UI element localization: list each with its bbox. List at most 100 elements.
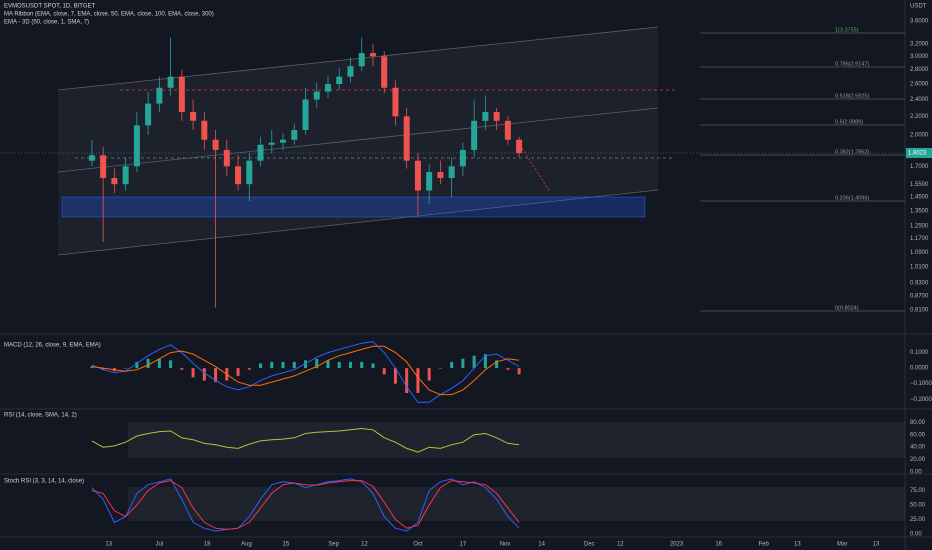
pane-title: Stoch RSI (3, 3, 14, 14, close) <box>4 479 84 485</box>
x-tick-label: 12 <box>617 542 624 548</box>
y-tick-label: 3.2000 <box>910 41 929 47</box>
y-tick-label: 1.2500 <box>910 223 929 229</box>
y-tick-label: 0.9300 <box>910 281 929 287</box>
channel-line <box>57 107 659 173</box>
macd-histogram <box>337 361 341 369</box>
candle-body <box>291 130 298 140</box>
macd-histogram <box>315 358 319 369</box>
y-tick-label: 1.3500 <box>910 209 929 215</box>
candle-body <box>302 99 309 131</box>
macd-histogram <box>517 368 521 375</box>
y-tick-label: 2.0000 <box>910 132 929 138</box>
macd-histogram <box>180 368 184 370</box>
indicator-label: MA Ribbon (EMA, close, 7, EMA, close, 50… <box>4 12 214 18</box>
x-tick-label: Sep <box>328 542 339 548</box>
channel-line <box>57 26 659 91</box>
candle-body <box>336 76 343 85</box>
y-tick-label: 0.00 <box>910 532 922 538</box>
candle-body <box>235 166 242 185</box>
y-tick-label: −0.2000 <box>910 397 932 403</box>
stoch-band <box>128 487 905 521</box>
y-tick-label: 2.8000 <box>910 67 929 73</box>
candle-body <box>156 87 163 104</box>
macd-histogram <box>506 368 510 370</box>
macd-histogram <box>292 361 296 369</box>
macd-histogram <box>483 354 487 369</box>
x-tick-label: Nov <box>500 542 511 548</box>
indicator-line <box>91 341 520 403</box>
x-tick-label: Jul <box>156 542 164 548</box>
x-tick-label: Oct <box>413 542 423 548</box>
candle-body <box>257 144 264 161</box>
macd-histogram <box>124 368 128 369</box>
candle-body <box>426 172 433 191</box>
currency-label: USDT <box>910 4 927 10</box>
last-price: 1.8023 <box>908 151 927 157</box>
macd-histogram <box>450 361 454 369</box>
y-tick-label: 1.0100 <box>910 265 929 271</box>
y-tick-label: 1.0900 <box>910 250 929 256</box>
support-zone <box>61 196 646 218</box>
candle-body <box>493 112 500 121</box>
macd-histogram <box>304 360 308 369</box>
y-tick-label: 3.6000 <box>910 19 929 25</box>
fib-label: 0.5(2.0889) <box>835 119 863 125</box>
candle-body <box>145 103 152 126</box>
y-tick-label: 40.00 <box>910 445 926 451</box>
x-tick-label: 17 <box>460 542 467 548</box>
y-tick-label: 0.8100 <box>910 307 929 313</box>
candle-body <box>133 125 140 167</box>
y-tick-label: 2.4000 <box>910 97 929 103</box>
y-tick-label: 0.00 <box>910 470 922 476</box>
x-tick-label: Dec <box>584 542 595 548</box>
x-tick-label: Mar <box>837 542 847 548</box>
candle-body <box>100 155 107 179</box>
y-tick-label: 75.00 <box>910 488 926 494</box>
x-tick-label: Aug <box>241 542 252 548</box>
y-tick-label: 3.0000 <box>910 54 929 60</box>
macd-histogram <box>326 360 330 369</box>
x-tick-label: 14 <box>538 542 545 548</box>
macd-histogram <box>146 358 150 369</box>
candle-body <box>504 120 511 140</box>
symbol-title: EVMOSUSDT SPOT, 1D, BITGET <box>4 4 96 10</box>
macd-histogram <box>90 366 94 369</box>
macd-histogram <box>472 355 476 369</box>
candle-body <box>324 84 331 92</box>
macd-histogram <box>169 360 173 369</box>
y-tick-label: 50.00 <box>910 503 926 509</box>
channel-line <box>57 189 659 256</box>
macd-histogram <box>247 368 251 370</box>
y-tick-label: 1.4500 <box>910 195 929 201</box>
candle-body <box>280 139 287 143</box>
candle-body <box>268 142 275 145</box>
pane-title: RSI (14, close, SMA, 14, 2) <box>4 413 77 419</box>
macd-histogram <box>214 368 218 383</box>
y-tick-label: 80.00 <box>910 420 926 426</box>
candle-body <box>414 160 421 191</box>
x-tick-label: Feb <box>758 542 769 548</box>
macd-histogram <box>461 358 465 369</box>
candle-body <box>201 120 208 140</box>
candle-body <box>212 139 219 150</box>
fib-label: 0.786(2.9147) <box>835 61 869 67</box>
rsi-band <box>128 422 905 458</box>
x-tick-label: 16 <box>715 542 722 548</box>
macd-histogram <box>371 363 375 369</box>
macd-histogram <box>202 368 206 381</box>
y-tick-label: 2.2000 <box>910 114 929 120</box>
y-tick-label: 0.0000 <box>910 366 929 372</box>
y-tick-label: 20.00 <box>910 457 926 463</box>
fib-label: 0(0.8024) <box>835 305 859 311</box>
macd-histogram <box>236 368 240 376</box>
macd-histogram <box>191 368 195 378</box>
candle-body <box>246 160 253 185</box>
fib-label: 1(3.3755) <box>835 27 859 33</box>
candle-body <box>167 76 174 88</box>
macd-histogram <box>259 363 263 369</box>
candle-body <box>347 66 354 77</box>
projection-arrow <box>519 144 551 193</box>
x-tick-label: 13 <box>794 542 801 548</box>
